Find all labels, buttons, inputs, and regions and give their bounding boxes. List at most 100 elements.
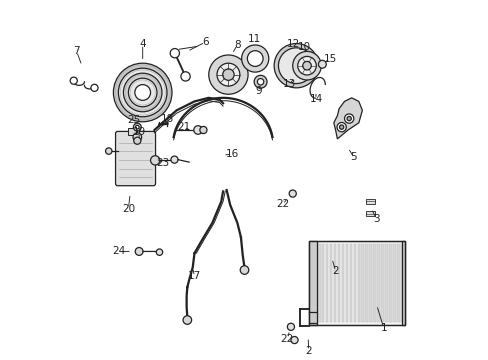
Circle shape (318, 60, 325, 68)
Bar (401, 241, 405, 325)
Circle shape (156, 249, 163, 255)
Text: 13: 13 (282, 78, 296, 89)
Circle shape (91, 84, 98, 91)
Bar (308, 241, 405, 325)
Circle shape (336, 122, 346, 132)
Text: 11: 11 (247, 33, 261, 44)
Circle shape (113, 63, 172, 122)
Circle shape (133, 133, 142, 141)
Text: 23: 23 (156, 158, 169, 168)
Bar (388, 244, 391, 322)
Circle shape (344, 114, 353, 123)
Circle shape (222, 69, 234, 80)
Text: 1: 1 (380, 323, 386, 333)
Bar (308, 241, 316, 325)
Bar (333, 244, 336, 322)
Circle shape (118, 68, 166, 117)
Circle shape (183, 316, 191, 324)
Circle shape (133, 123, 141, 131)
Circle shape (257, 78, 263, 85)
Circle shape (135, 248, 143, 255)
Circle shape (193, 126, 202, 134)
Bar (365, 244, 367, 322)
Bar (392, 244, 395, 322)
Text: 2: 2 (305, 346, 311, 356)
Bar (337, 244, 340, 322)
Bar (373, 244, 375, 322)
Bar (381, 244, 384, 322)
Bar (325, 244, 328, 322)
Text: 24: 24 (112, 247, 125, 256)
Text: 5: 5 (349, 152, 356, 162)
Text: 22: 22 (280, 334, 293, 343)
Circle shape (135, 125, 139, 129)
Bar (128, 128, 139, 135)
Text: 22: 22 (276, 199, 289, 209)
Text: 12: 12 (286, 39, 300, 49)
Text: 8: 8 (234, 40, 240, 50)
Circle shape (123, 73, 162, 112)
Circle shape (339, 125, 343, 129)
Circle shape (128, 78, 157, 107)
Text: 10: 10 (297, 42, 310, 52)
Circle shape (287, 323, 294, 330)
Circle shape (274, 44, 318, 88)
Text: 25: 25 (127, 115, 140, 125)
Text: 4: 4 (139, 39, 146, 49)
Bar (321, 244, 324, 322)
Circle shape (200, 126, 206, 134)
Bar (357, 244, 360, 322)
Bar (377, 244, 379, 322)
Circle shape (217, 63, 240, 86)
Circle shape (171, 156, 178, 163)
Circle shape (181, 72, 190, 81)
Circle shape (254, 75, 266, 88)
Bar (396, 244, 399, 322)
Circle shape (208, 55, 247, 94)
Bar (353, 244, 356, 322)
Bar (361, 244, 364, 322)
Text: 19: 19 (132, 127, 145, 137)
Polygon shape (333, 98, 362, 139)
Circle shape (346, 116, 350, 121)
Circle shape (302, 62, 311, 70)
Bar (308, 241, 405, 325)
Circle shape (135, 85, 150, 100)
Bar (365, 211, 374, 216)
Bar (329, 244, 332, 322)
Text: 21: 21 (177, 122, 190, 132)
Text: 6: 6 (202, 37, 208, 47)
Circle shape (241, 45, 268, 72)
Circle shape (70, 77, 77, 84)
Bar (345, 244, 347, 322)
Bar (317, 244, 320, 322)
Bar (349, 244, 352, 322)
Text: 15: 15 (323, 54, 336, 64)
Bar (369, 244, 371, 322)
Circle shape (288, 190, 296, 197)
Circle shape (150, 156, 160, 165)
Text: 20: 20 (122, 203, 135, 213)
Circle shape (247, 51, 263, 66)
Circle shape (278, 48, 313, 84)
Circle shape (290, 337, 298, 343)
Circle shape (292, 51, 321, 80)
Text: 14: 14 (309, 94, 322, 104)
Text: 7: 7 (73, 46, 80, 57)
Bar (385, 244, 387, 322)
Circle shape (105, 148, 112, 154)
Text: 3: 3 (373, 214, 379, 224)
Bar (365, 199, 374, 204)
Text: 17: 17 (187, 271, 201, 282)
Text: 9: 9 (255, 86, 262, 96)
Bar (341, 244, 344, 322)
Circle shape (297, 57, 316, 75)
Text: 18: 18 (161, 113, 174, 123)
Circle shape (240, 266, 248, 274)
Bar (401, 244, 403, 322)
Circle shape (134, 137, 141, 144)
Circle shape (170, 49, 179, 58)
FancyBboxPatch shape (115, 131, 155, 186)
Text: 2: 2 (332, 266, 338, 276)
Text: 16: 16 (225, 149, 238, 159)
